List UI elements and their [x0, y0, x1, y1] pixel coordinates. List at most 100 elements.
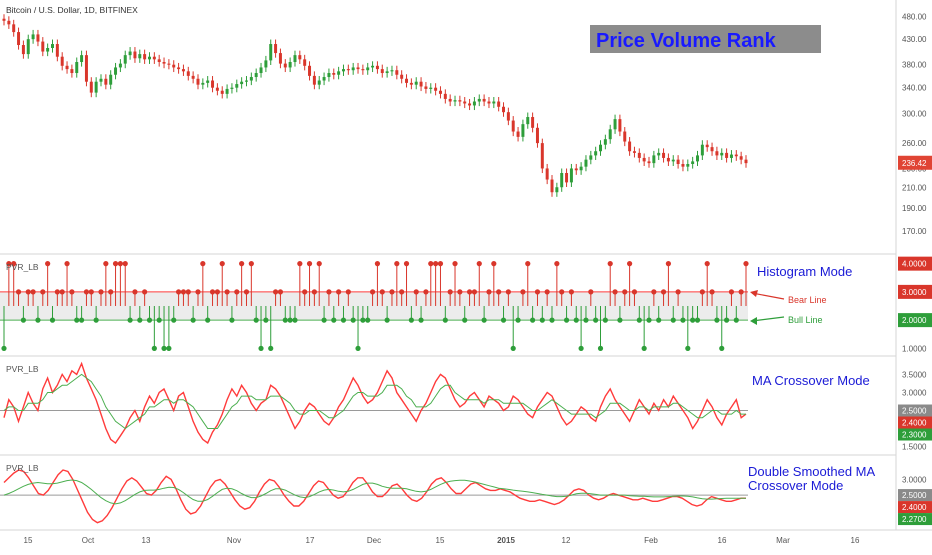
histogram-point: [11, 261, 17, 267]
candle-body: [220, 90, 224, 94]
annotation-ds-line2: Crossover Mode: [748, 478, 843, 493]
candle-body: [327, 73, 331, 78]
histogram-point: [607, 261, 613, 267]
slow-series-line: [3, 373, 746, 430]
histogram-point: [670, 317, 676, 323]
histogram-point: [127, 317, 133, 323]
histogram-point: [428, 261, 434, 267]
candle-body: [662, 152, 666, 158]
candle-body: [31, 34, 35, 40]
candle-body: [710, 147, 714, 152]
candle-body: [468, 103, 472, 106]
series-value-tag: [898, 501, 932, 514]
histogram-point: [175, 289, 182, 295]
histogram-point: [433, 261, 439, 267]
series-value-label: 2.5000: [902, 407, 927, 416]
candle-body: [7, 20, 11, 25]
histogram-point: [500, 317, 507, 323]
histogram-point: [195, 289, 201, 295]
histogram-point: [573, 317, 579, 323]
histogram-point: [59, 289, 65, 295]
histogram-point: [6, 261, 12, 267]
histogram-point: [369, 289, 376, 295]
histogram-point: [83, 289, 90, 295]
time-axis: 15 Oct 13 Nov 17 Dec 15 2015 12 Feb 16 Mar 16: [24, 536, 860, 545]
time-tick-label: 2015: [497, 536, 515, 545]
candle-body: [477, 98, 481, 102]
candle-body: [666, 157, 670, 162]
histogram-point: [462, 317, 468, 323]
candle-body: [550, 179, 554, 193]
histogram-point: [709, 289, 715, 295]
histogram-point: [651, 289, 657, 295]
histogram-point: [738, 289, 744, 295]
candle-body: [60, 56, 64, 66]
histogram-point: [525, 261, 531, 267]
histogram-point: [209, 289, 216, 295]
series-tick-label: 3.0000: [902, 475, 927, 484]
histogram-point: [447, 289, 453, 295]
candle-body: [46, 48, 50, 52]
histogram-point: [25, 289, 31, 295]
candle-body: [729, 154, 733, 158]
candle-body: [443, 93, 447, 99]
histogram-point: [166, 345, 172, 351]
candle-body: [671, 159, 675, 162]
histogram-point: [146, 317, 153, 323]
histogram-point: [627, 261, 633, 267]
histogram-point: [743, 261, 749, 267]
candle-body: [293, 55, 297, 63]
histogram-point: [486, 289, 492, 295]
histogram-point: [539, 317, 545, 323]
histogram-point: [724, 317, 730, 323]
histogram-point: [180, 289, 187, 295]
histogram-point: [360, 317, 366, 323]
candle-body: [657, 152, 661, 156]
histogram-point: [602, 317, 608, 323]
candle-body: [147, 56, 151, 60]
histogram-point: [568, 289, 575, 295]
time-tick-label: Mar: [776, 536, 790, 545]
histogram-point: [680, 317, 686, 323]
candle-body: [249, 77, 253, 81]
candle-body: [2, 18, 6, 21]
candle-body: [555, 187, 559, 193]
histogram-point: [54, 289, 60, 295]
candle-body: [429, 87, 433, 89]
candle-body: [114, 67, 118, 75]
histogram-point: [675, 289, 681, 295]
candle-body: [613, 119, 617, 130]
histogram-point: [49, 317, 56, 323]
price-tick-label: 210.00: [902, 183, 927, 192]
candle-body: [409, 82, 413, 85]
histogram-point: [190, 317, 196, 323]
candle-body: [259, 67, 263, 74]
histogram-point: [248, 261, 254, 267]
candle-body: [453, 100, 457, 102]
histogram-point: [316, 261, 322, 267]
candle-body: [472, 101, 476, 106]
histogram-point: [530, 317, 536, 323]
series-tick-label: 3.0000: [902, 388, 927, 397]
histogram-point: [122, 261, 128, 267]
histogram-point: [272, 289, 279, 295]
histogram-point: [413, 289, 419, 295]
candle-body: [244, 80, 248, 82]
fast-series-line: [3, 361, 747, 445]
pane-label-ma: PVR_LB: [6, 364, 39, 374]
candle-body: [303, 59, 307, 66]
candle-body: [215, 87, 219, 91]
histogram-point: [563, 317, 570, 323]
histogram-point: [331, 317, 337, 323]
candle-body: [36, 34, 40, 42]
candle-body: [487, 101, 491, 104]
histogram-point: [544, 289, 550, 295]
histogram-point: [103, 261, 109, 267]
histogram-point: [704, 261, 710, 267]
candle-body: [642, 157, 646, 162]
histogram-point: [622, 289, 628, 295]
candle-body: [89, 81, 93, 93]
series-tick-label: 3.5000: [902, 370, 927, 379]
histogram-point: [253, 317, 259, 323]
candle-body: [278, 53, 282, 64]
